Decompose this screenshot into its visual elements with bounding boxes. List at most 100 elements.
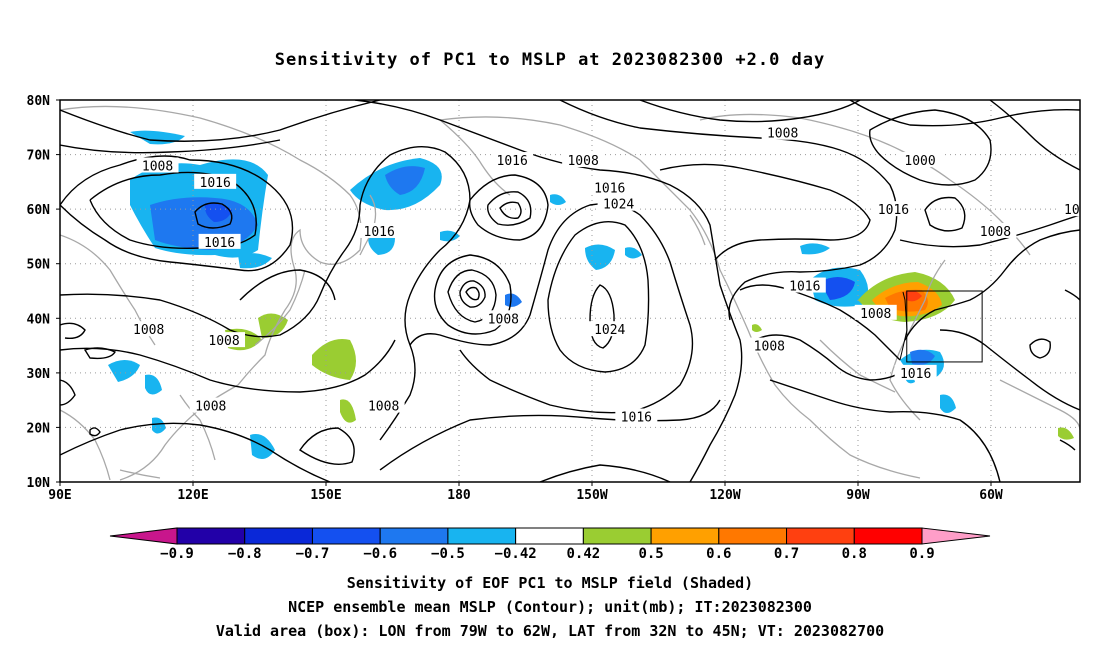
chart-title: Sensitivity of PC1 to MSLP at 2023082300… <box>274 50 826 70</box>
contour-label: 1008 <box>767 127 798 142</box>
colorbar-segment <box>244 527 313 545</box>
colorbar-label: −0.8 <box>228 546 262 562</box>
lat-label: 70N <box>27 149 51 164</box>
lat-label: 50N <box>27 258 51 273</box>
contour-label-bg <box>136 157 179 173</box>
contour-label: 1008 <box>195 400 226 415</box>
colorbar-label: 0.42 <box>567 546 601 562</box>
colorbar-label: −0.7 <box>296 546 330 562</box>
colorbar-label: 0.6 <box>706 546 731 562</box>
negative-sensitivity-shading <box>108 130 956 459</box>
colorbar: −0.9 −0.8 −0.7 −0.6 −0.5 −0.42 0.42 0.5 0.6 0.7 0.… <box>109 527 991 562</box>
valid-area-contour <box>899 291 908 361</box>
colorbar-low-triangle <box>109 527 178 545</box>
colorbar-label: −0.42 <box>495 546 537 562</box>
colorbar-label: 0.8 <box>842 546 867 562</box>
colorbar-segment <box>447 527 517 545</box>
contour-label: 1016 <box>204 236 235 251</box>
colorbar-segment <box>786 527 855 545</box>
caption-line-3: Valid area (box): LON from 79W to 62W, L… <box>215 622 885 640</box>
lat-label: 20N <box>27 421 51 436</box>
lat-label: 80N <box>27 94 51 109</box>
contour-label: 1008 <box>488 312 519 327</box>
contour-label-bg <box>748 337 791 353</box>
contour-label: 1008 <box>980 225 1011 240</box>
lon-label: 150W <box>576 488 607 503</box>
contour-label: 1016 <box>789 280 820 295</box>
contour-label-bg <box>358 222 401 238</box>
lon-label: 90W <box>846 488 870 503</box>
contour-label-bg <box>974 222 1017 238</box>
lat-label: 40N <box>27 312 51 327</box>
contour-label: 1016 <box>878 203 909 218</box>
contour-label: 1016 <box>497 154 528 169</box>
contour-label-bg <box>482 310 525 326</box>
contour-label: 1024 <box>603 198 634 213</box>
contour-label-bg <box>894 364 937 380</box>
lat-label: 60N <box>27 203 51 218</box>
contour-label: 1016 <box>900 367 931 382</box>
contour-label-bg <box>597 195 640 211</box>
contour-label: 1008 <box>368 400 399 415</box>
contour-label-bg <box>562 152 605 168</box>
colorbar-label: −0.5 <box>431 546 465 562</box>
contour-label: 1016 <box>621 411 652 426</box>
contour-label-bg <box>615 408 658 424</box>
colorbar-segment <box>853 527 923 545</box>
colorbar-label: 0.9 <box>909 546 934 562</box>
coastlines <box>60 105 1080 481</box>
colorbar-segment <box>379 527 449 545</box>
contour-labels: 1008 1016 1016 1008 1008 1008 1008 1016 1016 1008… <box>127 124 1095 426</box>
caption-line-2: NCEP ensemble mean MSLP (Contour); unit(… <box>288 598 812 616</box>
mslp-contours <box>60 100 1080 482</box>
caption-line-1: Sensitivity of EOF PC1 to MSLP field (Sh… <box>346 574 754 592</box>
contour-label-bg <box>491 152 534 168</box>
contour-label-bg <box>783 277 826 293</box>
contour-label-bg <box>203 332 246 348</box>
contour-label-bg <box>189 397 232 413</box>
colorbar-label: 0.5 <box>638 546 663 562</box>
colorbar-segment <box>311 527 381 545</box>
colorbar-segment <box>582 527 652 545</box>
contour-label-bg <box>872 201 915 217</box>
contour-label-bg <box>761 124 804 140</box>
contour-label-bg <box>854 304 897 320</box>
colorbar-label: 0.7 <box>774 546 799 562</box>
contour-label-bg <box>194 173 237 189</box>
contour-label: 1016 <box>1064 203 1095 218</box>
map-frame <box>59 99 1081 483</box>
contour-label-bg <box>127 321 170 337</box>
contour-label: 1016 <box>200 176 231 191</box>
contour-label-bg <box>588 179 631 195</box>
contour-label: 1008 <box>754 340 785 355</box>
contour-label: 1016 <box>594 181 625 196</box>
contour-label: 1000 <box>904 154 935 169</box>
contour-label: 1016 <box>364 225 395 240</box>
lat-label: 10N <box>27 476 51 491</box>
contour-label-bg <box>899 152 942 168</box>
contour-label: 1008 <box>142 159 173 174</box>
colorbar-label: −0.9 <box>160 546 194 562</box>
lon-label: 90E <box>48 488 71 503</box>
contour-label: 1008 <box>860 307 891 322</box>
contour-label-bg <box>588 321 631 337</box>
lon-label: 120W <box>709 488 740 503</box>
contour-label: 1024 <box>594 323 625 338</box>
colorbar-segment <box>176 527 246 545</box>
colorbar-label: −0.6 <box>363 546 397 562</box>
colorbar-segment <box>718 527 788 545</box>
colorbar-high-triangle <box>921 527 991 545</box>
contour-label: 1008 <box>133 323 164 338</box>
lon-label: 120E <box>177 488 208 503</box>
contour-label: 1008 <box>567 154 598 169</box>
contour-label-bg <box>362 397 405 413</box>
lat-label: 30N <box>27 367 51 382</box>
colorbar-segment <box>515 527 584 545</box>
lon-label: 150E <box>310 488 341 503</box>
lon-label: 60W <box>979 488 1003 503</box>
colorbar-segment <box>650 527 720 545</box>
contour-label-bg <box>1058 201 1080 217</box>
lon-label: 180 <box>447 488 471 503</box>
contour-label: 1008 <box>208 334 239 349</box>
